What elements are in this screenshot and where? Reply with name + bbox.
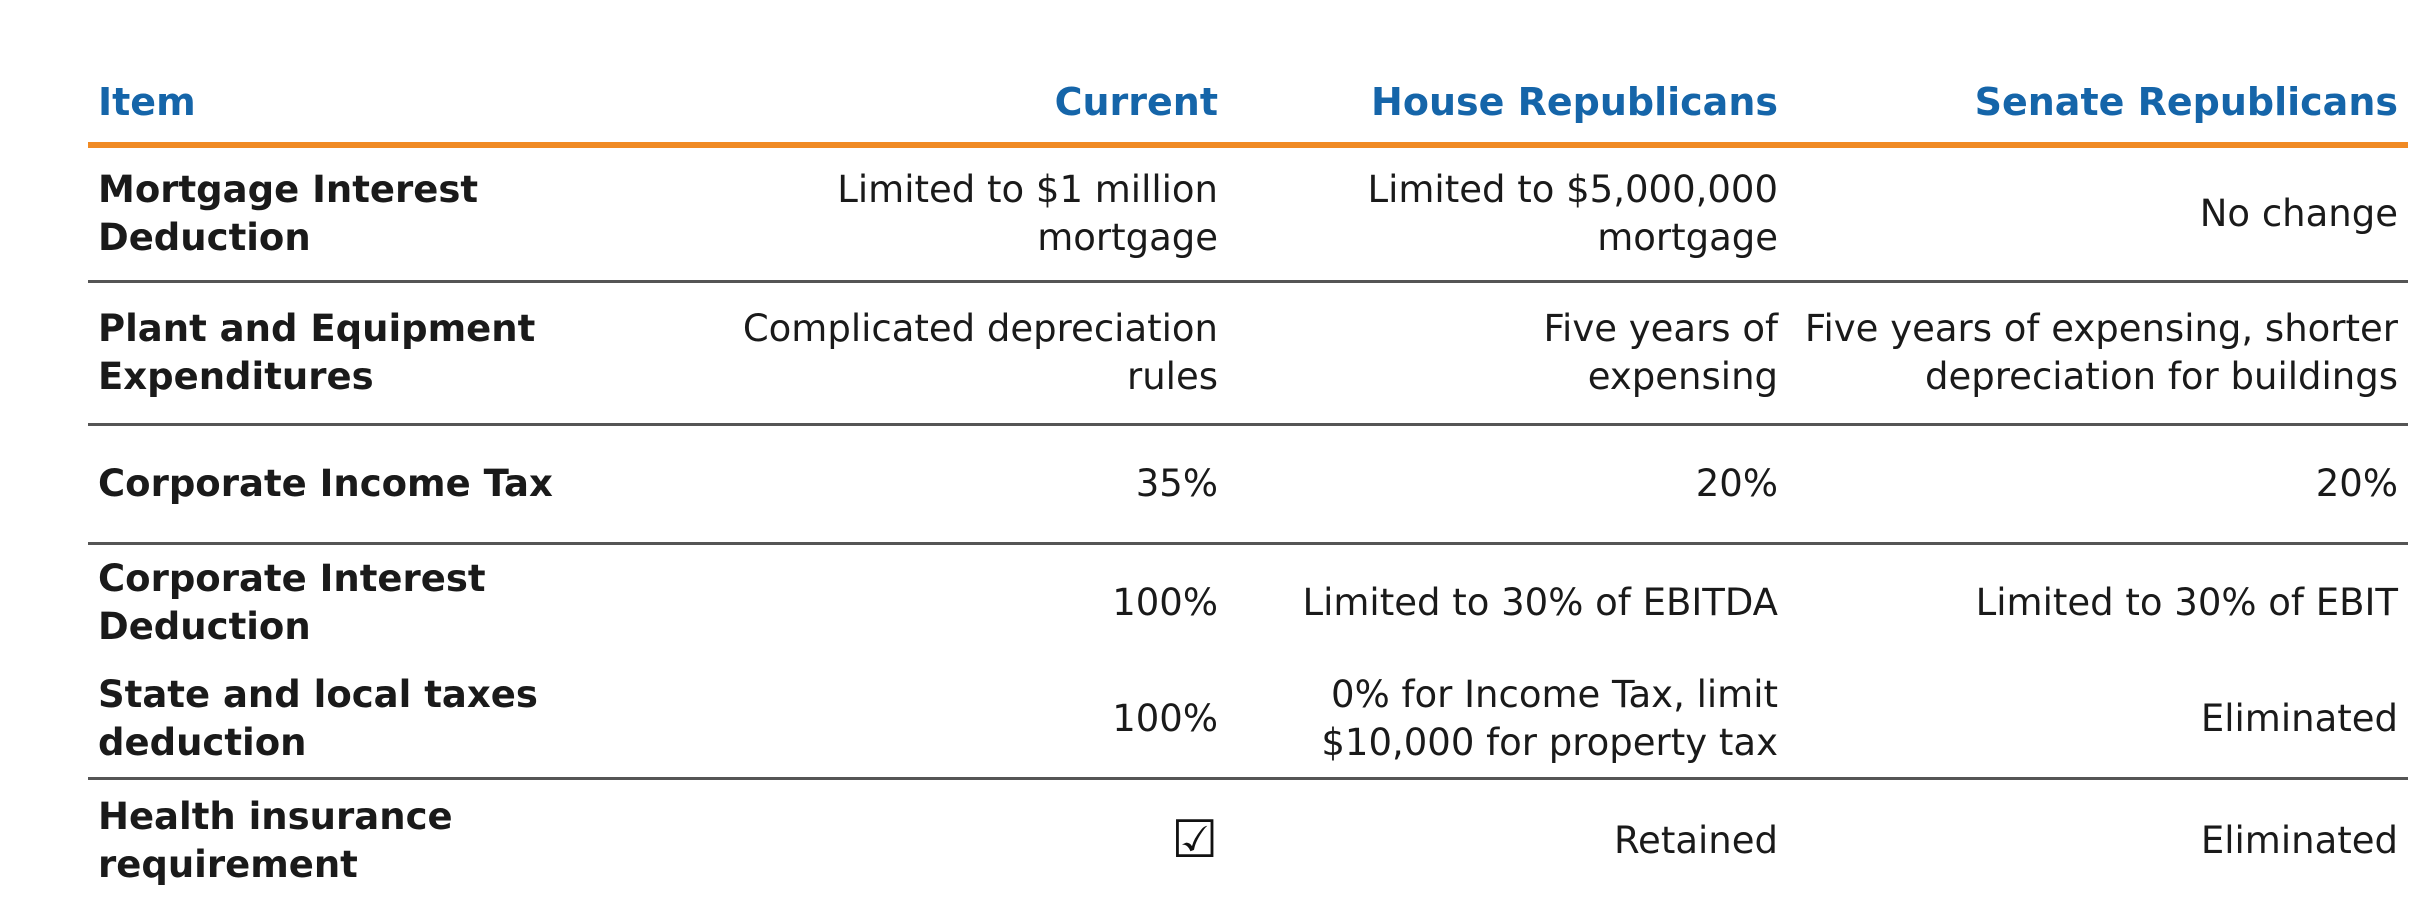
senate-cell: Five years of expensing, shorter depreci… [1788,281,2408,426]
header-senate-republicans: Senate Republicans [1788,62,2408,148]
house-cell: 20% [1228,424,1788,545]
senate-value: Eliminated [2200,819,2398,862]
item-label: Corporate Interest Deduction [98,557,486,648]
header-current: Current [608,62,1228,148]
house-cell: 0% for Income Tax, limit $10,000 for pro… [1228,661,1788,780]
senate-value: Limited to 30% of EBIT [1975,581,2398,624]
table-row: Corporate Income Tax 35% 20% 20% [88,424,2408,545]
house-value: Retained [1614,819,1778,862]
item-cell: Health insurance requirement [88,779,608,903]
current-cell: Complicated depreciation rules [608,281,1228,426]
house-value: Five years of expensing [1543,307,1778,398]
table-row: Corporate Interest Deduction 100% Limite… [88,544,2408,662]
senate-cell: Limited to 30% of EBIT [1788,544,2408,662]
current-cell: 100% [608,544,1228,662]
current-cell: ☑ [608,779,1228,903]
house-value: 20% [1695,462,1778,505]
current-value: Complicated depreciation rules [742,307,1218,398]
house-cell: Limited to 30% of EBITDA [1228,544,1788,662]
senate-value: 20% [2315,462,2398,505]
header-house-republicans: House Republicans [1228,62,1788,148]
header-item: Item [88,62,608,148]
senate-value: Five years of expensing, shorter depreci… [1804,307,2398,398]
item-label: Health insurance requirement [98,795,453,886]
item-label: State and local taxes deduction [98,673,538,764]
item-label: Corporate Income Tax [98,462,553,505]
item-label: Mortgage Interest Deduction [98,168,479,259]
senate-value: No change [2199,192,2398,235]
senate-cell: No change [1788,145,2408,283]
table-header-row: Item Current House Republicans Senate Re… [88,62,2408,148]
item-cell: Mortgage Interest Deduction [88,145,608,283]
house-value: Limited to $5,000,000 mortgage [1367,168,1779,259]
table-row: Mortgage Interest Deduction Limited to $… [88,145,2408,283]
current-value: 100% [1112,697,1218,740]
senate-value: Eliminated [2200,697,2398,740]
table-row: Plant and Equipment Expenditures Complic… [88,281,2408,426]
policy-comparison-table: Item Current House Republicans Senate Re… [88,62,2408,902]
item-label: Plant and Equipment Expenditures [98,307,536,398]
current-value: 100% [1112,581,1218,624]
current-cell: 100% [608,661,1228,780]
item-cell: Corporate Income Tax [88,424,608,545]
house-value: Limited to 30% of EBITDA [1302,581,1779,624]
house-value: 0% for Income Tax, limit $10,000 for pro… [1321,673,1778,764]
table-row: State and local taxes deduction 100% 0% … [88,661,2408,780]
current-value: Limited to $1 million mortgage [837,168,1218,259]
house-cell: Five years of expensing [1228,281,1788,426]
item-cell: Corporate Interest Deduction [88,544,608,662]
checkbox-checked-icon: ☑ [1171,809,1218,870]
senate-cell: Eliminated [1788,779,2408,903]
house-cell: Retained [1228,779,1788,903]
current-cell: 35% [608,424,1228,545]
senate-cell: 20% [1788,424,2408,545]
senate-cell: Eliminated [1788,661,2408,780]
table-row: Health insurance requirement ☑ Retained … [88,779,2408,903]
item-cell: Plant and Equipment Expenditures [88,281,608,426]
current-value: 35% [1135,462,1218,505]
item-cell: State and local taxes deduction [88,661,608,780]
current-cell: Limited to $1 million mortgage [608,145,1228,283]
house-cell: Limited to $5,000,000 mortgage [1228,145,1788,283]
